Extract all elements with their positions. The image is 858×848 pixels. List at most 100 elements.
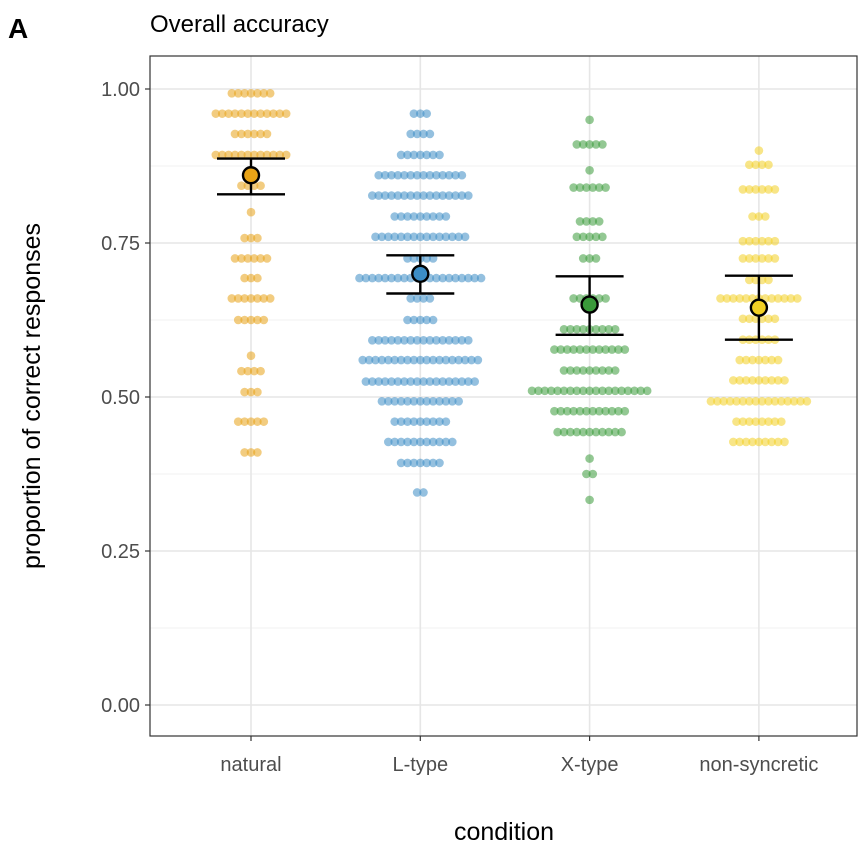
data-point bbox=[601, 294, 610, 303]
data-point bbox=[230, 109, 240, 118]
data-point bbox=[591, 324, 601, 334]
data-point bbox=[773, 376, 783, 385]
data-point bbox=[387, 273, 396, 283]
data-point bbox=[754, 355, 764, 365]
data-point bbox=[233, 417, 243, 426]
data-point bbox=[745, 160, 754, 170]
data-point bbox=[550, 406, 559, 416]
data-point bbox=[393, 336, 403, 345]
data-point bbox=[240, 387, 249, 397]
data-point bbox=[371, 355, 380, 365]
data-point bbox=[432, 273, 441, 283]
data-point bbox=[764, 314, 773, 324]
y-axis-title: proportion of correct responses bbox=[18, 223, 46, 569]
data-point bbox=[464, 191, 473, 200]
data-point bbox=[435, 355, 444, 365]
data-point bbox=[409, 458, 419, 468]
data-point bbox=[412, 170, 422, 180]
data-point bbox=[569, 345, 578, 354]
data-point bbox=[233, 294, 243, 303]
data-point bbox=[256, 109, 265, 118]
data-point bbox=[428, 232, 438, 242]
data-point bbox=[451, 377, 460, 386]
data-point bbox=[416, 109, 425, 118]
data-point bbox=[473, 355, 483, 365]
data-point bbox=[396, 437, 406, 447]
data-point bbox=[754, 376, 764, 385]
data-point bbox=[246, 417, 256, 426]
data-point bbox=[598, 386, 607, 396]
data-point bbox=[262, 254, 272, 263]
data-point bbox=[578, 366, 588, 375]
data-point bbox=[438, 170, 448, 180]
data-point bbox=[457, 191, 467, 200]
data-point bbox=[773, 437, 783, 447]
data-point bbox=[575, 217, 585, 226]
data-point bbox=[265, 294, 275, 303]
data-point bbox=[572, 324, 582, 334]
data-point bbox=[777, 417, 786, 426]
data-point bbox=[448, 397, 457, 406]
data-point bbox=[438, 273, 448, 283]
data-point bbox=[416, 458, 425, 468]
data-point bbox=[578, 324, 588, 334]
data-point bbox=[246, 448, 256, 457]
data-point bbox=[396, 397, 406, 406]
data-point bbox=[441, 212, 451, 221]
data-point bbox=[240, 417, 249, 426]
data-point bbox=[403, 315, 412, 325]
data-point bbox=[572, 427, 582, 437]
data-point bbox=[588, 183, 598, 192]
data-point bbox=[432, 336, 441, 345]
data-point bbox=[243, 366, 253, 376]
data-point bbox=[243, 254, 253, 263]
data-point bbox=[783, 397, 792, 406]
data-point bbox=[757, 397, 767, 406]
data-point bbox=[735, 294, 744, 303]
data-point bbox=[591, 366, 601, 375]
data-point bbox=[582, 345, 591, 354]
data-point bbox=[566, 427, 575, 437]
data-point bbox=[464, 273, 473, 283]
data-point bbox=[444, 191, 454, 200]
data-point bbox=[751, 397, 760, 406]
data-point bbox=[253, 315, 262, 325]
data-point bbox=[607, 406, 617, 416]
data-point bbox=[594, 183, 604, 192]
data-point bbox=[406, 294, 416, 303]
data-point bbox=[729, 376, 738, 385]
data-point bbox=[732, 397, 741, 406]
data-point bbox=[770, 397, 780, 406]
data-point bbox=[444, 170, 454, 180]
data-point bbox=[256, 129, 265, 139]
data-point bbox=[604, 324, 614, 334]
data-point bbox=[572, 386, 582, 396]
data-point bbox=[610, 324, 620, 334]
data-point bbox=[409, 232, 419, 242]
data-point bbox=[630, 386, 639, 396]
data-point bbox=[428, 437, 438, 447]
data-point bbox=[553, 427, 562, 437]
data-point bbox=[425, 170, 435, 180]
data-point bbox=[572, 232, 582, 242]
data-point bbox=[607, 345, 617, 354]
data-point bbox=[438, 336, 448, 345]
data-point bbox=[416, 315, 425, 325]
data-point bbox=[374, 191, 384, 200]
data-point bbox=[435, 458, 444, 468]
data-point bbox=[400, 191, 409, 200]
data-point bbox=[754, 212, 764, 221]
data-point bbox=[374, 170, 384, 180]
data-point bbox=[562, 345, 572, 354]
data-point bbox=[419, 488, 428, 497]
data-point bbox=[384, 355, 393, 365]
data-point bbox=[262, 109, 272, 118]
data-point bbox=[403, 458, 412, 468]
data-point bbox=[390, 397, 400, 406]
data-point bbox=[610, 366, 620, 375]
data-point bbox=[441, 355, 451, 365]
data-point bbox=[412, 377, 422, 386]
data-point bbox=[253, 417, 262, 426]
data-point bbox=[476, 273, 486, 283]
data-point bbox=[585, 232, 594, 242]
